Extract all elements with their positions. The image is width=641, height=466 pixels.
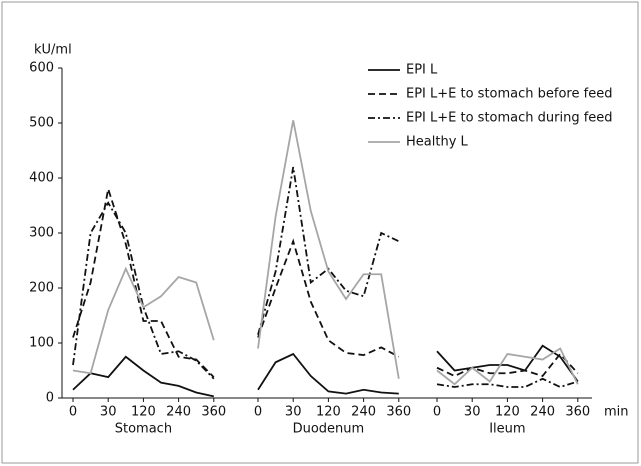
x-tick-label: 120 [495, 405, 520, 420]
x-axis-label: min [604, 405, 629, 420]
x-tick-label: 360 [386, 405, 411, 420]
series-line [72, 355, 214, 398]
x-tick-label: 120 [316, 405, 341, 420]
panel-label: Duodenum [293, 422, 365, 437]
series-line [257, 238, 400, 358]
y-tick-label: 600 [29, 61, 54, 76]
x-tick-label: 0 [254, 405, 262, 420]
y-tick-label: 0 [46, 391, 54, 406]
panel-label: Stomach [115, 422, 172, 437]
x-tick-label: 0 [433, 405, 441, 420]
series-line [72, 266, 215, 375]
y-tick-label: 100 [29, 336, 54, 351]
series-line [436, 352, 579, 378]
x-tick-label: 30 [464, 405, 481, 420]
x-tick-label: 30 [285, 405, 302, 420]
x-tick-label: 240 [166, 405, 191, 420]
x-tick-label: 0 [69, 405, 77, 420]
legend-label: EPI L [406, 63, 438, 78]
x-tick-label: 120 [131, 405, 156, 420]
series-line [436, 377, 579, 388]
y-tick-label: 300 [29, 226, 54, 241]
panel-label: Ileum [489, 422, 525, 437]
series-line [72, 200, 215, 380]
y-tick-label: 500 [29, 116, 54, 131]
x-tick-label: 240 [530, 405, 555, 420]
legend-label: EPI L+E to stomach during feed [406, 111, 613, 126]
x-tick-label: 30 [100, 405, 117, 420]
y-tick-label: 400 [29, 171, 54, 186]
x-tick-label: 240 [351, 405, 376, 420]
y-tick-label: 200 [29, 281, 54, 296]
x-tick-label: 360 [201, 405, 226, 420]
y-axis-label: kU/ml [34, 43, 72, 58]
x-tick-label: 360 [565, 405, 590, 420]
series-line [257, 120, 400, 379]
legend-label: Healthy L [406, 135, 469, 150]
series-line [257, 352, 399, 395]
series-line [257, 166, 400, 335]
series-line [72, 188, 215, 378]
series-line [436, 347, 579, 386]
legend-label: EPI L+E to stomach before feed [406, 87, 612, 102]
